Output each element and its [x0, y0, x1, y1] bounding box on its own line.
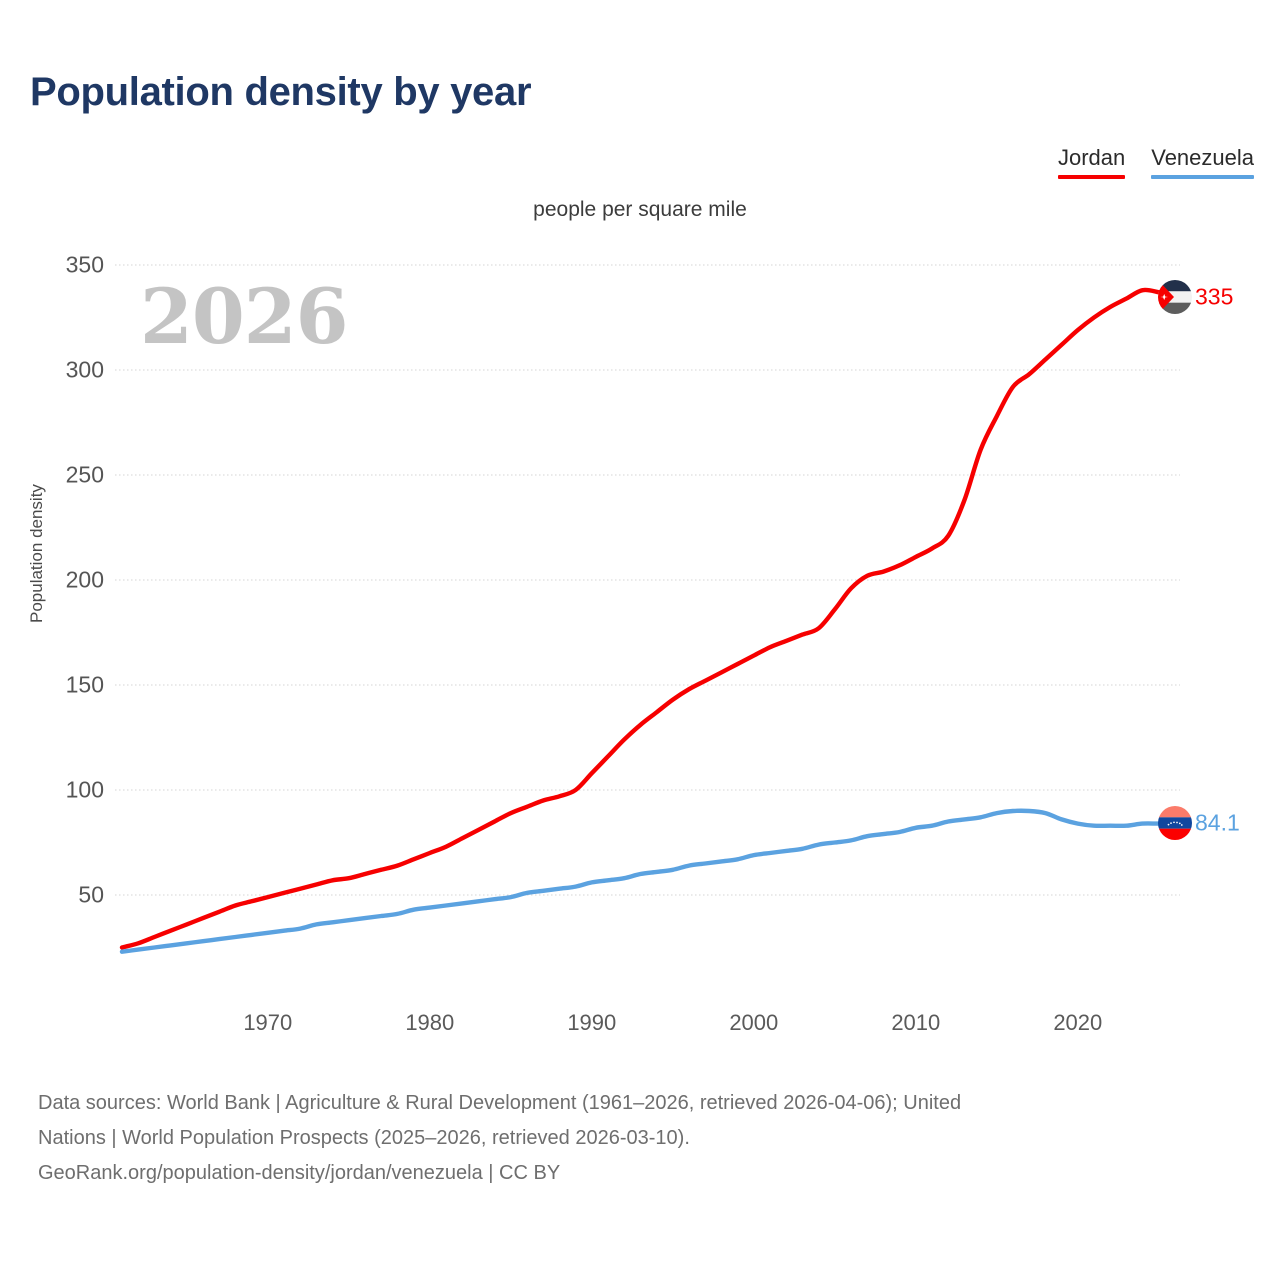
x-tick-label: 1990 [567, 1010, 617, 1035]
line-chart-svg [115, 264, 1180, 954]
page-title: Population density by year [30, 70, 532, 114]
legend: Jordan Venezuela [1057, 145, 1254, 179]
legend-label-jordan: Jordan [1057, 145, 1126, 170]
chart-subtitle: people per square mile [533, 198, 747, 221]
x-tick-label: 2000 [729, 1010, 779, 1035]
x-tick-label: 2020 [1053, 1010, 1103, 1035]
x-tick-label: 1980 [405, 1010, 455, 1035]
x-tick-label: 1970 [243, 1010, 293, 1035]
footer-line-1: Data sources: World Bank | Agriculture &… [38, 1092, 962, 1114]
footer-line-2: Nations | World Population Prospects (20… [38, 1127, 690, 1149]
year-watermark: 2026 [140, 272, 349, 361]
end-value-label-jordan: 335 [1195, 283, 1234, 309]
footer-line-3[interactable]: GeoRank.org/population-density/jordan/ve… [38, 1162, 561, 1184]
y-tick-label: 150 [65, 671, 104, 698]
y-tick-label: 300 [65, 356, 104, 383]
legend-rule-jordan [1057, 175, 1126, 179]
legend-item-jordan[interactable]: Jordan [1057, 145, 1126, 179]
jordan-flag-icon [1158, 279, 1192, 314]
y-tick-label: 50 [78, 881, 104, 908]
y-tick-label: 250 [65, 461, 104, 488]
footer-sources: Data sources: World Bank | Agriculture &… [38, 1086, 1260, 1191]
legend-label-venezuela: Venezuela [1151, 145, 1254, 170]
series-line-venezuela[interactable] [119, 808, 1178, 954]
legend-rule-venezuela [1151, 175, 1254, 179]
y-tick-label: 350 [65, 251, 104, 278]
y-tick-label: 200 [65, 566, 104, 593]
series-line-jordan[interactable] [119, 287, 1178, 950]
y-tick-label: 100 [65, 776, 104, 803]
venezuela-flag-icon [1158, 806, 1192, 841]
legend-item-venezuela[interactable]: Venezuela [1151, 145, 1254, 179]
plot-area: 2026 Population density 50 100 150 200 250 30… [0, 230, 1280, 1036]
x-tick-label: 2010 [891, 1010, 941, 1035]
end-value-label-venezuela: 84.1 [1195, 809, 1240, 836]
